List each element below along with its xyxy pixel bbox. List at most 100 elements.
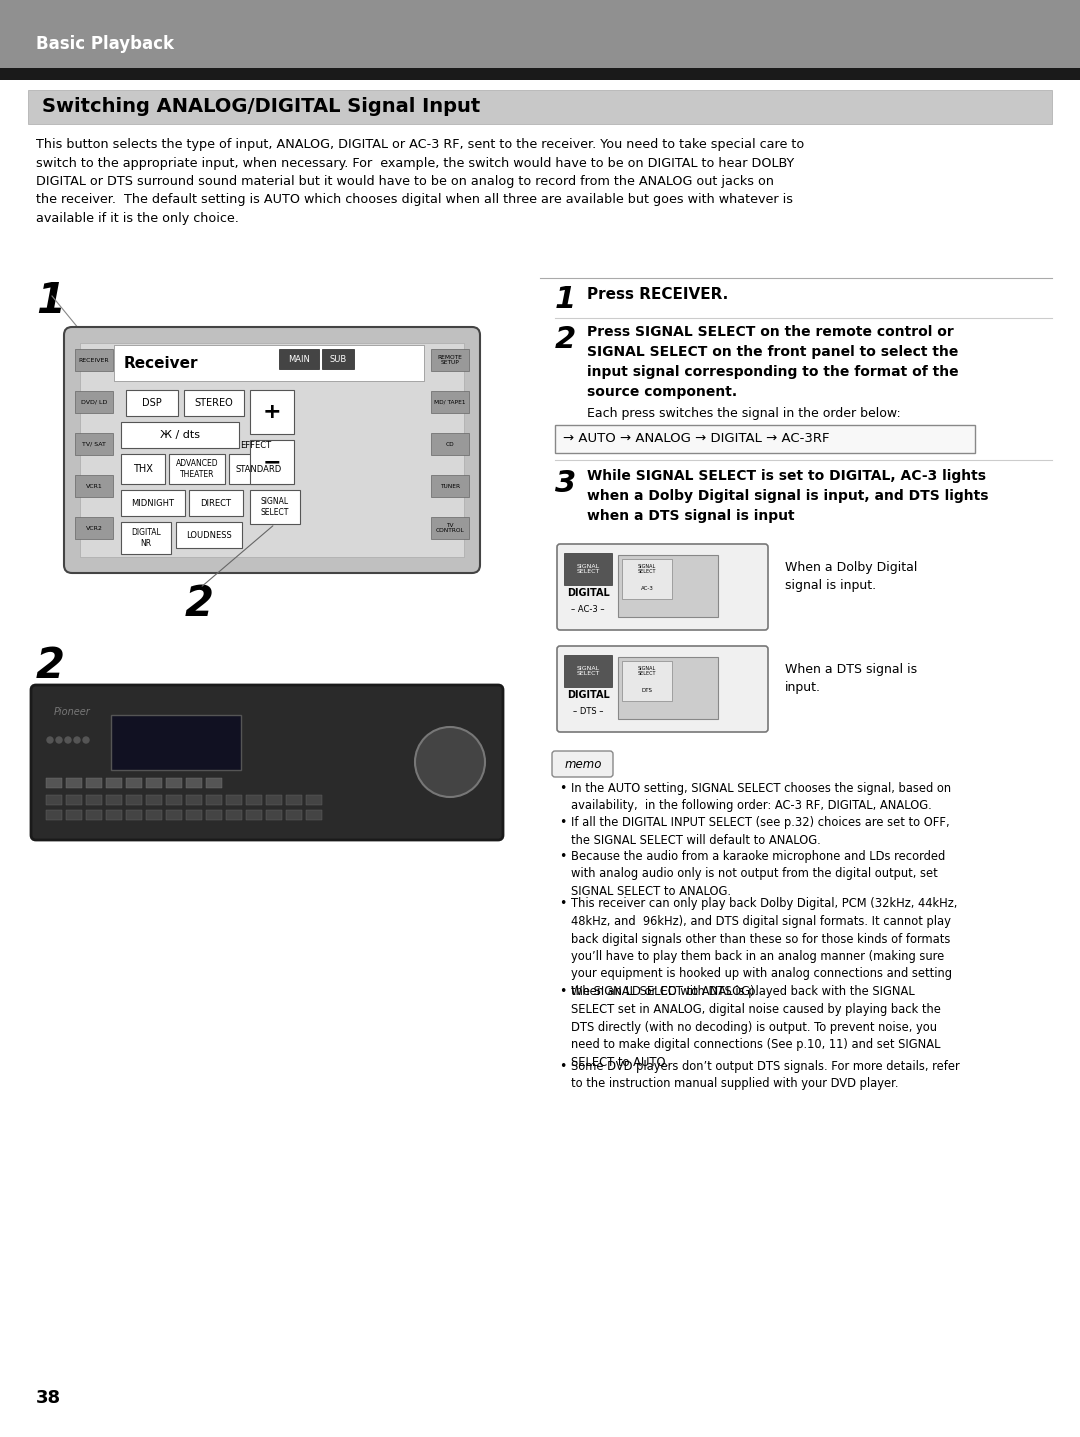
Text: If all the DIGITAL INPUT SELECT (see p.32) choices are set to OFF,
the SIGNAL SE: If all the DIGITAL INPUT SELECT (see p.3… <box>571 816 949 846</box>
Text: While SIGNAL SELECT is set to DIGITAL, AC-3 lights
when a Dolby Digital signal i: While SIGNAL SELECT is set to DIGITAL, A… <box>588 468 988 523</box>
Bar <box>266 795 282 805</box>
Text: SIGNAL
SELECT: SIGNAL SELECT <box>638 563 657 575</box>
Bar <box>146 810 162 821</box>
Text: Pioneer: Pioneer <box>54 707 91 717</box>
Text: •: • <box>559 816 566 829</box>
FancyBboxPatch shape <box>557 545 768 629</box>
Text: 1: 1 <box>555 285 577 315</box>
Text: This button selects the type of input, ANALOG, DIGITAL or AC-3 RF, sent to the r: This button selects the type of input, A… <box>36 138 805 226</box>
Text: VCR1: VCR1 <box>85 483 103 489</box>
Bar <box>186 810 202 821</box>
Bar <box>206 795 222 805</box>
Bar <box>75 433 113 456</box>
Bar <box>622 661 672 701</box>
Bar <box>618 555 718 616</box>
Bar <box>176 522 242 547</box>
Bar <box>229 454 289 484</box>
Text: Because the audio from a karaoke microphone and LDs recorded
with analog audio o: Because the audio from a karaoke microph… <box>571 851 945 898</box>
Bar <box>121 522 171 555</box>
Bar <box>0 0 1080 68</box>
Bar <box>146 777 162 787</box>
Bar <box>80 343 464 558</box>
Bar <box>266 810 282 821</box>
Text: SIGNAL
SELECT: SIGNAL SELECT <box>638 665 657 677</box>
Bar <box>166 810 183 821</box>
Text: LOUDNESS: LOUDNESS <box>186 530 232 539</box>
Text: DIGITAL: DIGITAL <box>567 588 609 598</box>
Bar <box>306 795 322 805</box>
Text: DIRECT: DIRECT <box>201 499 231 507</box>
Bar <box>184 389 244 415</box>
Bar <box>286 795 302 805</box>
Text: REMOTE
SETUP: REMOTE SETUP <box>437 355 462 365</box>
Bar <box>286 810 302 821</box>
Text: STEREO: STEREO <box>194 398 233 408</box>
Bar <box>66 777 82 787</box>
Text: AC-3: AC-3 <box>640 586 653 592</box>
Bar <box>564 655 612 687</box>
Bar <box>226 810 242 821</box>
Text: +: + <box>262 402 281 422</box>
Text: This receiver can only play back Dolby Digital, PCM (32kHz, 44kHz,
48kHz, and  9: This receiver can only play back Dolby D… <box>571 898 957 999</box>
Text: MIDNIGHT: MIDNIGHT <box>132 499 175 507</box>
Text: Press RECEIVER.: Press RECEIVER. <box>588 287 728 302</box>
Circle shape <box>48 737 53 743</box>
Bar <box>166 777 183 787</box>
Text: MD/ TAPE1: MD/ TAPE1 <box>434 399 465 404</box>
Text: 2: 2 <box>555 325 577 354</box>
Bar <box>279 349 319 369</box>
Text: TV
CONTROL: TV CONTROL <box>435 523 464 533</box>
Text: •: • <box>559 1061 566 1073</box>
Text: Press SIGNAL SELECT on the remote control or
SIGNAL SELECT on the front panel to: Press SIGNAL SELECT on the remote contro… <box>588 325 959 399</box>
Bar <box>246 795 262 805</box>
Text: •: • <box>559 851 566 864</box>
Bar <box>168 454 225 484</box>
Bar <box>564 553 612 585</box>
Bar <box>249 389 294 434</box>
Bar <box>86 777 102 787</box>
FancyBboxPatch shape <box>31 685 503 841</box>
Bar <box>46 810 62 821</box>
Bar <box>618 657 718 718</box>
Text: DSP: DSP <box>143 398 162 408</box>
Bar <box>246 810 262 821</box>
Bar <box>121 422 239 448</box>
Bar <box>106 777 122 787</box>
Bar <box>0 68 1080 80</box>
Text: When a DTS signal is
input.: When a DTS signal is input. <box>785 664 917 694</box>
Text: SIGNAL
SELECT: SIGNAL SELECT <box>260 497 289 517</box>
Text: •: • <box>559 782 566 795</box>
Bar <box>126 389 178 415</box>
Text: ADVANCED
THEATER: ADVANCED THEATER <box>176 460 218 479</box>
Text: SUB: SUB <box>329 355 347 364</box>
Text: 2: 2 <box>185 583 214 625</box>
Text: In the AUTO setting, SIGNAL SELECT chooses the signal, based on
availability,  i: In the AUTO setting, SIGNAL SELECT choos… <box>571 782 951 812</box>
Text: SIGNAL
SELECT: SIGNAL SELECT <box>577 665 599 677</box>
Bar <box>146 795 162 805</box>
Text: memo: memo <box>564 757 602 770</box>
Text: Some DVD players don’t output DTS signals. For more details, refer
to the instru: Some DVD players don’t output DTS signal… <box>571 1061 960 1091</box>
Bar <box>46 777 62 787</box>
Bar <box>306 810 322 821</box>
Text: STANDARD: STANDARD <box>235 464 282 474</box>
Text: THX: THX <box>133 464 153 474</box>
Bar <box>186 777 202 787</box>
Bar <box>28 91 1052 124</box>
Text: When an LD or CD with DTS is played back with the SIGNAL
SELECT set in ANALOG, d: When an LD or CD with DTS is played back… <box>571 986 941 1069</box>
Text: DVD/ LD: DVD/ LD <box>81 399 107 404</box>
Bar <box>75 476 113 497</box>
Bar <box>249 490 300 525</box>
Bar <box>126 810 141 821</box>
FancyBboxPatch shape <box>557 647 768 731</box>
Bar <box>622 559 672 599</box>
Text: 3: 3 <box>555 468 577 499</box>
Bar <box>121 454 165 484</box>
Bar <box>121 490 185 516</box>
Bar <box>431 476 469 497</box>
Bar <box>555 425 975 453</box>
Bar <box>66 810 82 821</box>
Circle shape <box>415 727 485 798</box>
Text: Each press switches the signal in the order below:: Each press switches the signal in the or… <box>588 407 901 420</box>
Text: SIGNAL
SELECT: SIGNAL SELECT <box>577 563 599 575</box>
Circle shape <box>83 737 89 743</box>
